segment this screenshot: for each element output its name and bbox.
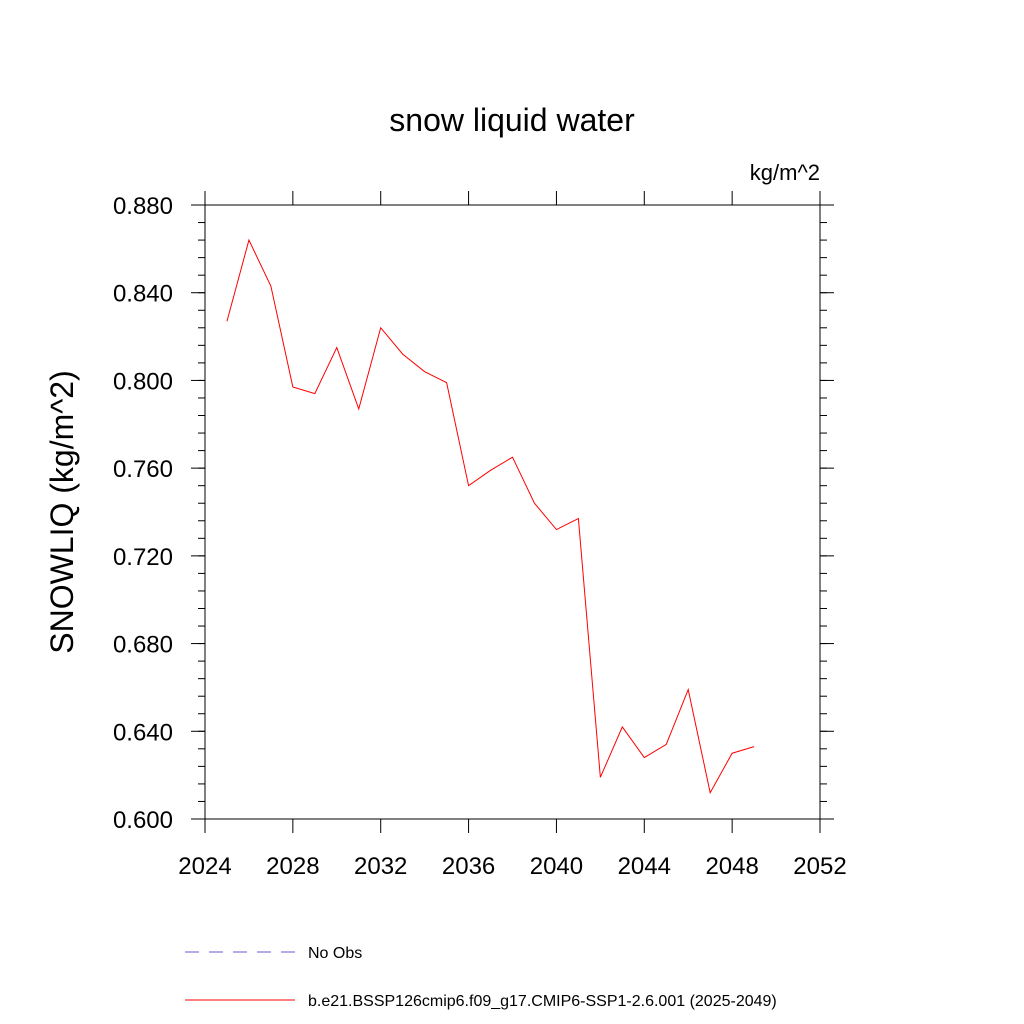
y-axis-label: SNOWLIQ (kg/m^2) <box>44 370 80 653</box>
y-tick-label: 0.640 <box>113 719 173 746</box>
x-tick-label: 2040 <box>530 853 583 880</box>
y-tick-label: 0.720 <box>113 544 173 571</box>
y-tick-label: 0.880 <box>113 193 173 220</box>
axis-ticks <box>191 191 834 833</box>
x-tick-label: 2032 <box>354 853 407 880</box>
plot-frame <box>204 204 821 820</box>
series-line-1 <box>226 238 755 795</box>
y-tick-label: 0.800 <box>113 368 173 395</box>
chart-title: snow liquid water <box>389 102 635 138</box>
x-tick-label: 2028 <box>266 853 319 880</box>
y-tick-label: 0.680 <box>113 632 173 659</box>
x-tick-label: 2048 <box>705 853 758 880</box>
x-tick-labels: 2024 2028 2032 2036 2040 2044 2048 2052 <box>178 853 846 880</box>
legend-label-no-obs: No Obs <box>308 945 362 962</box>
x-tick-label: 2052 <box>793 853 846 880</box>
units-label: kg/m^2 <box>750 160 820 185</box>
y-tick-labels: 0.600 0.640 0.680 0.720 0.760 0.800 0.840 0.880 <box>113 193 173 834</box>
legend-label-model-run: b.e21.BSSP126cmip6.f09_g17.CMIP6-SSP1-2.… <box>308 993 777 1010</box>
x-tick-label: 2024 <box>178 853 231 880</box>
legend: No Obs b.e21.BSSP126cmip6.f09_g17.CMIP6-… <box>185 945 777 1010</box>
y-tick-label: 0.840 <box>113 281 173 308</box>
y-tick-label: 0.600 <box>113 807 173 834</box>
x-tick-label: 2044 <box>618 853 671 880</box>
x-tick-label: 2036 <box>442 853 495 880</box>
series-layer <box>226 238 755 795</box>
y-tick-label: 0.760 <box>113 456 173 483</box>
